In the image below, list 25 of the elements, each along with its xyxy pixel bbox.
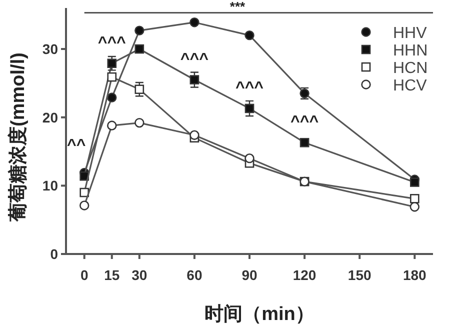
y-axis-title: 葡萄糖浓度(mmol/l) — [7, 52, 29, 222]
x-tick-label: 120 — [292, 267, 316, 283]
legend-label: HCN — [393, 60, 428, 77]
x-tick-label: 30 — [132, 267, 148, 283]
legend-label: HHV — [393, 25, 428, 42]
y-tick-label: 20 — [42, 109, 58, 126]
annotation: ^^^ — [290, 114, 319, 131]
y-tick-label: 30 — [42, 41, 58, 57]
legend-label: HCV — [393, 78, 428, 94]
x-tick-label: 90 — [242, 267, 258, 283]
x-tick-label: 60 — [186, 267, 202, 283]
annotation: ^^^ — [98, 34, 126, 52]
annotation: ^^^ — [180, 50, 208, 68]
annotation: ^^ — [67, 137, 86, 154]
annotation: ^^^ — [235, 79, 264, 96]
x-axis-title: 时间（min） — [204, 303, 314, 325]
x-tick-label: 15 — [104, 267, 120, 283]
legend-label: HHN — [393, 42, 428, 60]
y-tick-label: 10 — [42, 178, 58, 194]
ref-line-label: *** — [230, 0, 246, 14]
x-tick-label: 180 — [402, 267, 427, 283]
x-tick-label: 150 — [348, 267, 372, 283]
y-tick-label: 0 — [50, 246, 58, 262]
ref-line: *** — [84, 0, 433, 14]
x-tick-label: 0 — [80, 267, 88, 283]
